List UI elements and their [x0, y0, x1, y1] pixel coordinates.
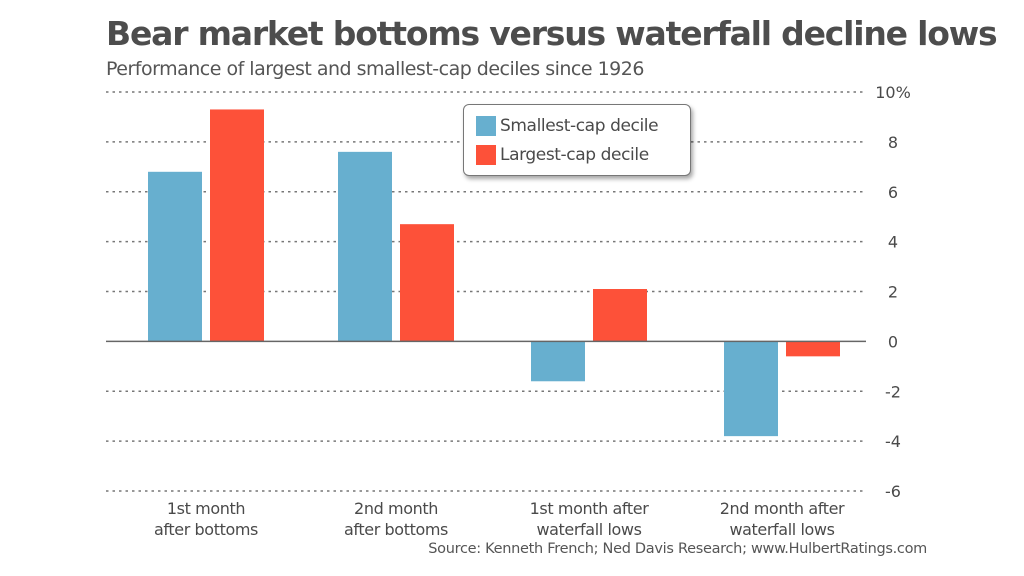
y-tick-label: 4 [888, 233, 898, 252]
y-axis-ticks: 10% 8 6 4 2 0 -2 -4 -6 [875, 83, 911, 501]
y-tick-label: -2 [885, 382, 901, 401]
x-category-label: 2nd month [354, 499, 438, 518]
x-category-label: waterfall lows [536, 520, 641, 539]
bars [148, 109, 840, 437]
source-note: Source: Kenneth French; Ned Davis Resear… [428, 541, 927, 557]
legend-label-largest-cap: Largest-cap decile [500, 145, 649, 165]
x-category-label: 1st month [167, 499, 245, 518]
x-category-label: 2nd month after [720, 499, 845, 518]
y-tick-label: 2 [888, 283, 898, 302]
bar-smallest-cap [531, 341, 585, 382]
chart-subtitle: Performance of largest and smallest-cap … [106, 58, 644, 80]
bar-smallest-cap [338, 151, 392, 342]
bar-largest-cap [210, 109, 264, 342]
legend-swatch-largest-cap [476, 145, 496, 165]
x-category-label: 1st month after [530, 499, 650, 518]
y-tick-label: 8 [888, 133, 898, 152]
x-category-label: after bottoms [154, 520, 258, 539]
legend-item-smallest-cap: Smallest-cap decile [476, 115, 659, 137]
x-category-label: after bottoms [344, 520, 448, 539]
x-axis-categories: 1st month after bottoms 2nd month after bot… [154, 499, 845, 539]
bar-largest-cap [786, 341, 840, 357]
y-tick-label: 0 [888, 332, 898, 351]
bar-largest-cap [593, 289, 647, 342]
legend-label-smallest-cap: Smallest-cap decile [500, 116, 659, 136]
bar-smallest-cap [148, 171, 202, 342]
y-tick-label: -6 [885, 482, 901, 501]
y-tick-label: 6 [888, 183, 898, 202]
bar-smallest-cap [724, 341, 778, 437]
legend-swatch-smallest-cap [476, 116, 496, 136]
x-category-label: waterfall lows [729, 520, 834, 539]
legend: Smallest-cap decile Largest-cap decile [463, 104, 691, 176]
chart-title: Bear market bottoms versus waterfall dec… [106, 14, 998, 53]
bar-largest-cap [400, 224, 454, 342]
y-tick-label: 10% [875, 83, 911, 102]
legend-item-largest-cap: Largest-cap decile [476, 144, 649, 166]
y-tick-label: -4 [885, 432, 901, 451]
